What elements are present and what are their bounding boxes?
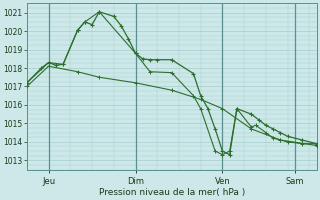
X-axis label: Pression niveau de la mer( hPa ): Pression niveau de la mer( hPa ) xyxy=(99,188,245,197)
